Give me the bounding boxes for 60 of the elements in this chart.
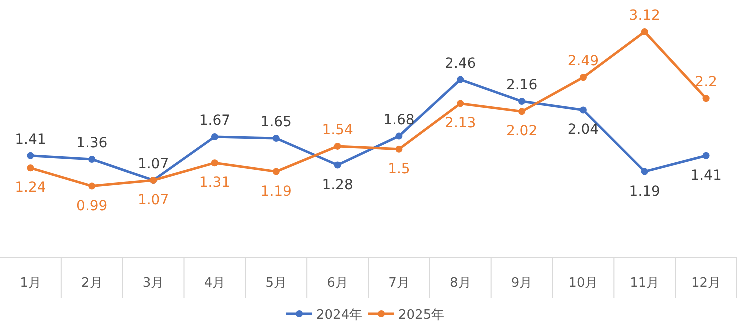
point [334, 142, 342, 150]
x-tick-label: 12月 [692, 276, 722, 291]
data-label: 1.28 [322, 177, 354, 194]
point [27, 152, 34, 160]
point [641, 168, 648, 176]
point [211, 160, 218, 167]
point [396, 146, 403, 153]
data-label: 2.49 [568, 54, 600, 70]
x-tick-label: 4月 [204, 276, 226, 291]
x-tick-label: 11月 [630, 276, 660, 291]
x-tick-label: 8月 [450, 276, 472, 291]
point [641, 28, 648, 36]
x-tick-label: 7月 [388, 276, 410, 291]
legend-label: 2024年 [316, 308, 363, 323]
point [702, 152, 710, 160]
point [334, 162, 342, 169]
data-label: 2.13 [445, 116, 476, 132]
data-label: 3.12 [629, 8, 660, 24]
data-label: 2.02 [506, 124, 538, 140]
point [518, 108, 526, 116]
data-label: 1.19 [260, 184, 292, 200]
point [211, 134, 218, 141]
point [88, 156, 96, 163]
data-label: 1.31 [199, 175, 231, 192]
x-tick-label: 2月 [81, 276, 103, 291]
point [457, 100, 464, 108]
data-label: 1.5 [388, 161, 410, 178]
data-label: 1.54 [322, 122, 354, 138]
point [702, 95, 710, 102]
point [580, 74, 587, 82]
data-label: 1.41 [690, 168, 722, 184]
data-label: 2.46 [445, 56, 476, 72]
data-label: 0.99 [76, 198, 108, 214]
point [518, 98, 526, 106]
data-label: 1.68 [384, 112, 415, 128]
data-label: 2.04 [568, 122, 600, 138]
point [88, 182, 96, 190]
data-label: 1.07 [138, 156, 170, 172]
data-label: 1.67 [199, 113, 231, 130]
x-tick-label: 10月 [568, 276, 598, 291]
data-label: 1.36 [76, 135, 108, 152]
data-label: 2.16 [506, 78, 538, 94]
x-tick-label: 3月 [142, 276, 164, 291]
x-tick-label: 6月 [327, 276, 348, 291]
data-label: 2.2 [695, 74, 718, 91]
data-label: 1.65 [260, 114, 292, 130]
x-tick-label: 1月 [20, 276, 42, 291]
x-tick-label: 5月 [266, 276, 288, 291]
point [272, 134, 280, 142]
point [27, 164, 34, 172]
legend-label: 2025年 [398, 308, 445, 323]
point [457, 76, 464, 84]
point [580, 106, 587, 114]
data-label: 1.07 [138, 192, 170, 208]
data-label: 1.24 [15, 180, 46, 196]
data-label: 1.19 [629, 184, 660, 200]
data-label: 1.41 [15, 132, 46, 148]
x-tick-label: 9月 [511, 276, 533, 291]
point [396, 132, 403, 140]
point [272, 168, 280, 176]
